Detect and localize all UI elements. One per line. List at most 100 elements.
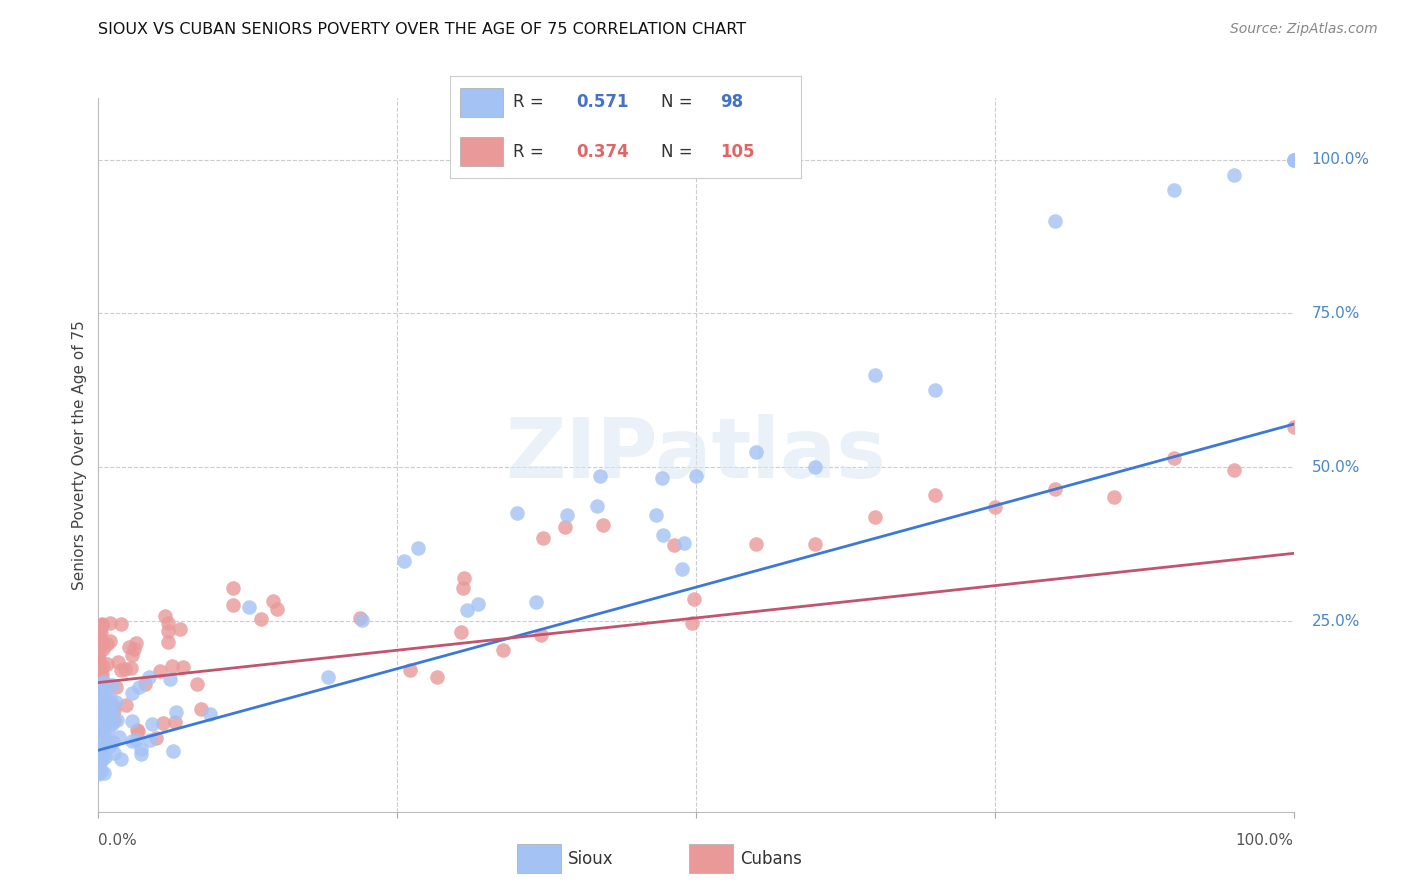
Point [139, 732, 162, 747]
Point [557, 508, 579, 522]
Point [662, 538, 685, 552]
Point [924, 384, 946, 398]
Point [745, 537, 768, 551]
Point [93, 675, 115, 690]
Point [100, 691, 122, 706]
Point [745, 445, 768, 459]
Point [153, 608, 176, 623]
Text: R =: R = [513, 143, 550, 161]
Point [156, 624, 179, 639]
Point [87, 722, 110, 736]
Point [190, 702, 212, 716]
Point [91, 751, 114, 765]
Point [141, 717, 163, 731]
Point [87, 651, 110, 665]
Point [105, 680, 128, 694]
Point [107, 655, 129, 669]
Point [93, 706, 115, 720]
Point [149, 664, 172, 678]
Point [115, 698, 138, 712]
Point [1282, 153, 1305, 167]
Point [87, 741, 110, 756]
Point [125, 732, 148, 747]
Point [90, 764, 112, 778]
Text: Cubans: Cubans [740, 849, 801, 868]
Point [87, 710, 110, 724]
Point [110, 616, 132, 631]
Point [530, 628, 553, 642]
Point [100, 705, 122, 719]
Point [145, 731, 167, 746]
Point [87, 643, 110, 657]
Point [169, 622, 191, 636]
Point [110, 663, 132, 677]
Point [1222, 463, 1246, 477]
Text: 98: 98 [721, 94, 744, 112]
Point [91, 642, 114, 657]
Point [186, 677, 208, 691]
Point [93, 691, 115, 706]
Point [101, 698, 124, 712]
Point [96, 722, 118, 736]
Text: 0.374: 0.374 [576, 143, 630, 161]
Point [89, 661, 111, 675]
Point [100, 678, 122, 692]
Text: 50.0%: 50.0% [1312, 459, 1360, 475]
Text: Sioux: Sioux [568, 849, 614, 868]
Point [349, 611, 371, 625]
Y-axis label: Seniors Poverty Over the Age of 75: Seniors Poverty Over the Age of 75 [72, 320, 87, 590]
Point [87, 648, 110, 663]
Point [97, 739, 120, 754]
Text: SIOUX VS CUBAN SENIORS POVERTY OVER THE AGE OF 75 CORRELATION CHART: SIOUX VS CUBAN SENIORS POVERTY OVER THE … [98, 22, 747, 37]
Text: 100.0%: 100.0% [1236, 833, 1294, 848]
Point [316, 670, 339, 684]
Point [90, 723, 112, 738]
Point [93, 684, 115, 698]
Point [90, 618, 112, 632]
Point [426, 670, 449, 684]
Point [87, 753, 110, 767]
Point [91, 666, 114, 681]
Point [651, 528, 673, 542]
Point [90, 699, 112, 714]
Point [91, 710, 114, 724]
Point [924, 488, 946, 502]
Point [592, 518, 614, 533]
Point [114, 662, 136, 676]
Point [350, 613, 373, 627]
Point [89, 721, 111, 735]
Point [89, 734, 111, 748]
Point [90, 633, 112, 648]
Point [1163, 183, 1185, 197]
Point [456, 603, 478, 617]
Point [983, 500, 1005, 515]
Point [87, 680, 110, 694]
Point [863, 368, 886, 382]
Point [89, 690, 111, 705]
Point [1282, 153, 1305, 167]
Point [121, 648, 143, 662]
Point [127, 723, 149, 738]
Point [129, 742, 152, 756]
Text: N =: N = [661, 94, 697, 112]
Point [1282, 153, 1305, 167]
Point [91, 658, 114, 673]
Point [93, 727, 115, 741]
Point [104, 695, 127, 709]
Point [101, 735, 124, 749]
Text: 0.571: 0.571 [576, 94, 628, 112]
Point [100, 717, 122, 731]
Point [87, 627, 110, 641]
Point [453, 571, 475, 585]
Text: Source: ZipAtlas.com: Source: ZipAtlas.com [1230, 22, 1378, 37]
Point [222, 599, 245, 613]
Point [89, 624, 111, 638]
Point [160, 658, 183, 673]
Point [118, 640, 141, 654]
Point [162, 744, 184, 758]
Point [156, 616, 179, 631]
Point [682, 615, 704, 630]
Point [1222, 168, 1246, 182]
Point [399, 663, 422, 677]
Point [90, 754, 112, 768]
